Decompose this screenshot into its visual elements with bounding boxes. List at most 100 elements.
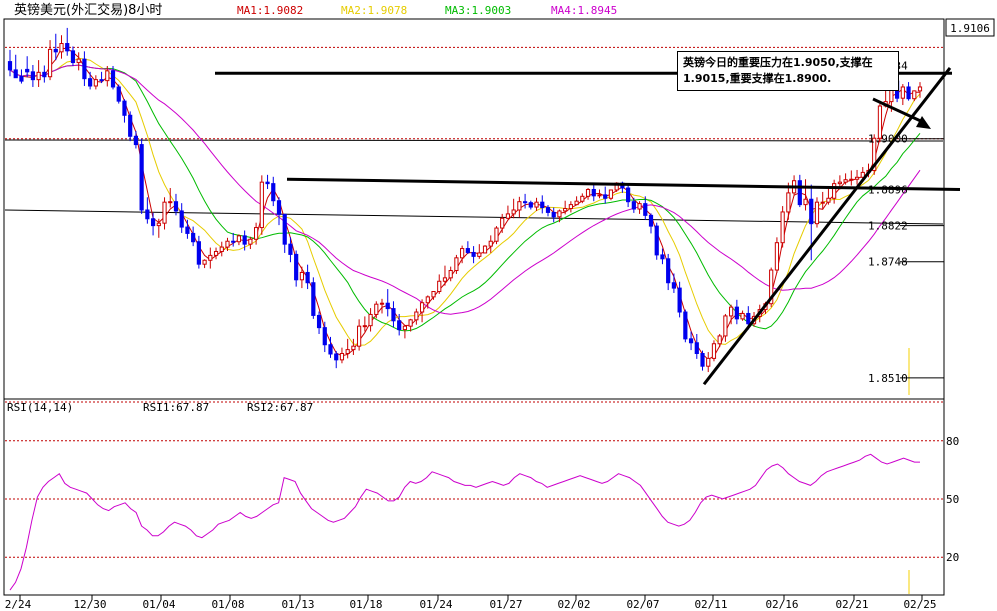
candle-body bbox=[574, 200, 579, 206]
ma-label-2: MA2:1.9078 bbox=[341, 4, 407, 17]
price-tick-label: 1.8822 bbox=[868, 220, 908, 233]
candle-body bbox=[797, 180, 802, 206]
candle-body bbox=[580, 195, 585, 202]
candle-body bbox=[608, 189, 614, 199]
ma3-line bbox=[9, 64, 921, 332]
date-tick-label: 02/16 bbox=[765, 598, 798, 611]
rsi-tick-label: 80 bbox=[946, 435, 959, 448]
candle-body bbox=[110, 70, 116, 88]
candle-body bbox=[448, 270, 453, 279]
candle-body bbox=[414, 311, 419, 321]
ma-label-4: MA4:1.8945 bbox=[551, 4, 617, 17]
candle-body bbox=[505, 213, 511, 219]
date-tick-label: 01/13 bbox=[281, 598, 314, 611]
candle-body bbox=[162, 201, 167, 224]
candle-body bbox=[425, 296, 430, 304]
candle-body bbox=[717, 335, 722, 345]
date-tick-label: 01/08 bbox=[211, 598, 244, 611]
candle-body bbox=[397, 320, 402, 331]
candle-body bbox=[351, 345, 356, 351]
date-tick-label: 01/27 bbox=[489, 598, 522, 611]
candle-body bbox=[832, 183, 837, 199]
date-tick-label: 2/24 bbox=[5, 598, 32, 611]
support-trendline bbox=[702, 67, 952, 386]
candle-body bbox=[122, 100, 127, 116]
analysis-annotation: 英镑今日的重要压力在1.9050,支撑在1.9015,重要支撑在1.8900. bbox=[677, 51, 899, 91]
date-tick-label: 01/18 bbox=[349, 598, 382, 611]
candle-body bbox=[671, 282, 676, 289]
candle-body bbox=[419, 302, 425, 313]
candle-body bbox=[357, 325, 362, 347]
candle-body bbox=[128, 114, 133, 137]
candle-body bbox=[13, 69, 18, 79]
candle-body bbox=[454, 257, 459, 272]
candle-body bbox=[242, 235, 247, 245]
candle-body bbox=[465, 248, 470, 253]
candle-body bbox=[311, 282, 316, 316]
arrow-shaft bbox=[872, 97, 926, 125]
date-tick-label: 02/21 bbox=[835, 598, 868, 611]
candle-body bbox=[471, 251, 476, 257]
candle-body bbox=[603, 194, 608, 199]
candle-body bbox=[305, 271, 310, 284]
candle-body bbox=[637, 203, 642, 210]
candle-body bbox=[42, 71, 47, 78]
candle-body bbox=[379, 302, 385, 305]
candle-body bbox=[442, 277, 448, 282]
candle-body bbox=[139, 144, 144, 211]
candle-body bbox=[683, 311, 688, 340]
candle-body bbox=[814, 201, 820, 225]
candle-body bbox=[231, 240, 236, 243]
candle-body bbox=[334, 353, 339, 361]
candle-body bbox=[362, 325, 367, 328]
candle-body bbox=[826, 197, 831, 203]
ma2-line bbox=[9, 57, 921, 346]
candle-body bbox=[7, 61, 13, 71]
candle-body bbox=[677, 287, 682, 313]
candle-body bbox=[557, 210, 562, 218]
candle-body bbox=[666, 258, 671, 284]
date-tick-label: 02/11 bbox=[694, 598, 727, 611]
candle-body bbox=[774, 242, 780, 271]
date-tick-label: 01/24 bbox=[419, 598, 452, 611]
price-grid bbox=[4, 46, 944, 225]
candle-body bbox=[299, 271, 304, 281]
last-price-label: 1.9106 bbox=[950, 22, 990, 35]
rsi-panel-frame bbox=[3, 398, 945, 596]
candle-body bbox=[860, 171, 865, 178]
candle-body bbox=[786, 192, 791, 213]
candle-body bbox=[225, 240, 230, 248]
candle-body bbox=[76, 58, 81, 64]
candle-body bbox=[511, 209, 516, 215]
candle-body bbox=[517, 201, 522, 211]
candle-body bbox=[408, 319, 413, 327]
candle-body bbox=[82, 58, 87, 80]
candle-body bbox=[431, 291, 436, 298]
candle-body bbox=[93, 79, 98, 87]
candle-body bbox=[528, 202, 533, 208]
candle-body bbox=[477, 252, 482, 257]
candle-body bbox=[173, 201, 179, 212]
candle-body bbox=[729, 306, 734, 317]
price-tick-label: 1.8896 bbox=[868, 183, 908, 196]
candle-body bbox=[769, 269, 774, 305]
rsi1-line bbox=[9, 453, 920, 591]
rsi1-label: RSI1:67.87 bbox=[143, 401, 209, 414]
candle-body bbox=[837, 181, 842, 185]
candle-body bbox=[368, 313, 373, 327]
candle-body bbox=[88, 78, 93, 87]
candle-body bbox=[236, 235, 242, 243]
candle-body bbox=[374, 303, 379, 315]
candlestick-series bbox=[7, 27, 923, 373]
candle-body bbox=[36, 71, 41, 81]
candle-body bbox=[219, 246, 224, 252]
ma4-line bbox=[9, 64, 921, 315]
candle-body bbox=[912, 90, 917, 100]
candle-body bbox=[402, 325, 408, 331]
candle-body bbox=[282, 213, 287, 245]
candle-body bbox=[585, 188, 591, 197]
candle-body bbox=[156, 222, 161, 227]
candle-body bbox=[540, 201, 545, 209]
candle-body bbox=[259, 181, 264, 229]
